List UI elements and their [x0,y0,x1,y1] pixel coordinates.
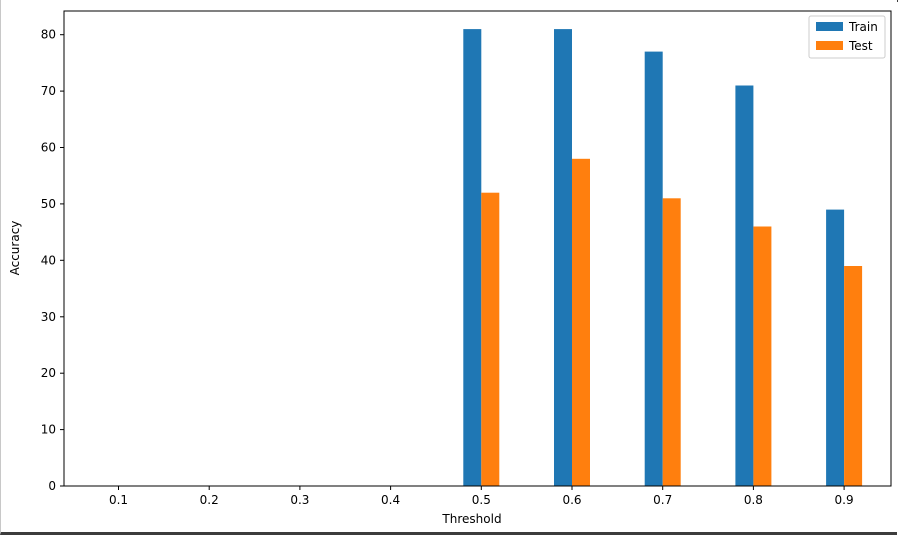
x-tick-label: 0.1 [109,493,128,507]
bar-test-0.6 [572,158,590,487]
bar-test-0.9 [844,266,863,486]
bar-train-0.5 [463,29,482,486]
bar-train-0.6 [554,29,572,486]
y-tick-label: 10 [41,423,56,437]
x-tick-label: 0.5 [472,493,491,507]
y-axis: 0 10 20 30 40 50 60 70 80 [41,28,64,493]
plot-area [63,10,892,487]
bar-train-0.8 [735,85,754,486]
y-tick-label: 0 [48,479,56,493]
y-tick-label: 70 [41,84,56,98]
x-axis-label: Threshold [441,512,501,526]
bar-test-0.5 [481,192,500,486]
x-tick-label: 0.2 [200,493,219,507]
bar-test-0.8 [753,226,772,486]
x-tick-label: 0.4 [381,493,400,507]
y-tick-label: 50 [41,197,56,211]
y-tick-label: 30 [41,310,56,324]
bar-train-0.7 [644,51,663,486]
bar-test-0.7 [662,198,681,487]
y-tick-label: 20 [41,366,56,380]
legend-swatch-test [816,41,843,50]
legend-label-train: Train [848,20,878,34]
y-axis-label: Accuracy [8,221,22,276]
y-tick-label: 60 [41,141,56,155]
x-tick-label: 0.9 [835,493,854,507]
bars-group [463,29,863,487]
legend: Train Test [808,15,886,59]
x-tick-label: 0.7 [653,493,672,507]
bar-train-0.9 [826,209,845,486]
x-tick-label: 0.3 [290,493,309,507]
y-tick-label: 80 [41,28,56,42]
x-tick-label: 0.8 [744,493,763,507]
x-axis: 0.1 0.2 0.3 0.4 0.5 0.6 0.7 0.8 0.9 [109,486,854,507]
x-tick-label: 0.6 [562,493,581,507]
y-tick-label: 40 [41,253,56,267]
legend-label-test: Test [848,39,873,53]
legend-swatch-train [816,22,843,31]
